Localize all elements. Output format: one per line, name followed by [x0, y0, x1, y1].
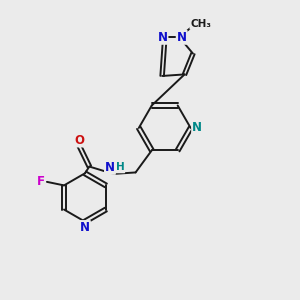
Text: O: O: [74, 134, 84, 147]
Text: N: N: [105, 161, 115, 174]
Text: H: H: [116, 162, 124, 172]
Text: N: N: [80, 221, 90, 234]
Text: CH₃: CH₃: [190, 19, 211, 29]
Text: N: N: [158, 31, 167, 44]
Text: N: N: [192, 122, 202, 134]
Text: F: F: [37, 176, 45, 188]
Text: N: N: [177, 31, 187, 44]
